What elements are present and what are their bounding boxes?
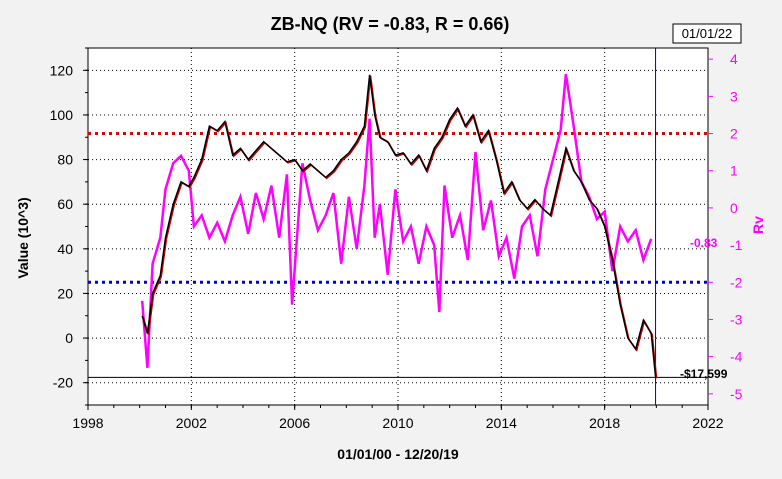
chart-title: ZB-NQ (RV = -0.83, R = 0.66)	[271, 14, 510, 34]
y2-tick-label: -2	[730, 274, 743, 290]
y-tick-label: 100	[50, 107, 74, 123]
y2-tick-label: 3	[730, 88, 738, 104]
y2-tick-label: -4	[730, 349, 743, 365]
date-box-label: 01/01/22	[682, 26, 733, 41]
y-tick-label: 20	[57, 285, 73, 301]
x-tick-label: 2002	[176, 415, 207, 431]
y-tick-label: 60	[57, 196, 73, 212]
x-tick-label: 1998	[72, 415, 103, 431]
rv-series-line	[140, 73, 653, 368]
series-layer	[140, 73, 658, 379]
x-tick-label: 2022	[692, 415, 723, 431]
y-tick-label: 40	[57, 241, 73, 257]
x-axis-label: 01/01/00 - 12/20/19	[337, 446, 459, 462]
y-axis-label: Value (10^3)	[15, 197, 31, 278]
y2-tick-label: 0	[730, 200, 738, 216]
y2-tick-label: 4	[730, 51, 738, 67]
y2-tick-label: -1	[730, 237, 743, 253]
plot-area	[87, 47, 709, 406]
y2-axis-label: Rv	[750, 216, 766, 234]
value-end-label: -$17,599	[680, 367, 728, 381]
reference-lines-layer	[88, 48, 708, 405]
y-tick-label: -20	[53, 375, 73, 391]
date-box	[672, 23, 742, 44]
y-tick-label: 0	[65, 330, 73, 346]
x-tick-label: 2014	[486, 415, 517, 431]
y2-tick-label: -3	[730, 311, 743, 327]
y-tick-label: 80	[57, 152, 73, 168]
x-tick-label: 2018	[589, 415, 620, 431]
x-tick-label: 2010	[382, 415, 413, 431]
y2-tick-label: 1	[730, 163, 738, 179]
y-tick-label: 120	[50, 62, 74, 78]
value-series-line	[141, 74, 657, 378]
y2-tick-label: -5	[730, 386, 743, 402]
y2-tick-label: 2	[730, 126, 738, 142]
ticks-layer: 1998 2002 2006 2010 2014 2018 2022-20020406080…	[50, 47, 743, 431]
grid-layer	[88, 48, 708, 405]
rv-end-label: -0.83	[690, 236, 718, 250]
x-tick-label: 2006	[279, 415, 310, 431]
